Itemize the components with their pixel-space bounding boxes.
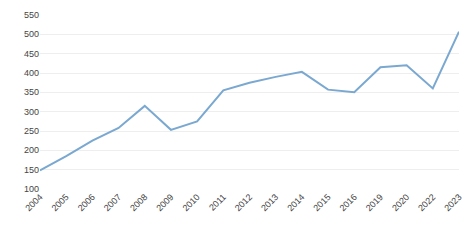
svg-text:2006: 2006 bbox=[76, 192, 97, 213]
svg-text:150: 150 bbox=[24, 165, 39, 175]
svg-text:2020: 2020 bbox=[390, 192, 411, 213]
svg-text:200: 200 bbox=[24, 145, 39, 155]
svg-text:550: 550 bbox=[24, 10, 39, 20]
svg-text:2011: 2011 bbox=[207, 192, 228, 213]
svg-text:2022: 2022 bbox=[416, 192, 437, 213]
svg-text:2015: 2015 bbox=[311, 192, 332, 213]
svg-text:2007: 2007 bbox=[102, 192, 123, 213]
svg-text:300: 300 bbox=[24, 107, 39, 117]
svg-text:2013: 2013 bbox=[259, 192, 280, 213]
svg-text:350: 350 bbox=[24, 87, 39, 97]
svg-text:2023: 2023 bbox=[442, 192, 463, 213]
svg-text:100: 100 bbox=[24, 184, 39, 194]
svg-text:2008: 2008 bbox=[128, 192, 149, 213]
svg-text:2005: 2005 bbox=[50, 192, 71, 213]
svg-text:2012: 2012 bbox=[233, 192, 254, 213]
svg-text:2010: 2010 bbox=[180, 192, 201, 213]
svg-text:400: 400 bbox=[24, 68, 39, 78]
svg-text:450: 450 bbox=[24, 49, 39, 59]
svg-text:500: 500 bbox=[24, 29, 39, 39]
svg-text:2004: 2004 bbox=[23, 192, 44, 213]
svg-text:2019: 2019 bbox=[364, 192, 385, 213]
svg-text:2009: 2009 bbox=[154, 192, 175, 213]
svg-text:2014: 2014 bbox=[285, 192, 306, 213]
svg-text:2016: 2016 bbox=[338, 192, 359, 213]
svg-text:250: 250 bbox=[24, 126, 39, 136]
